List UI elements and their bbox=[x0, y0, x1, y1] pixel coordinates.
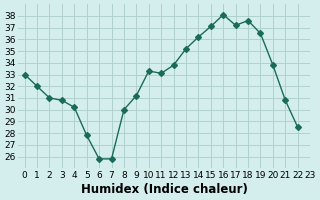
X-axis label: Humidex (Indice chaleur): Humidex (Indice chaleur) bbox=[81, 183, 248, 196]
